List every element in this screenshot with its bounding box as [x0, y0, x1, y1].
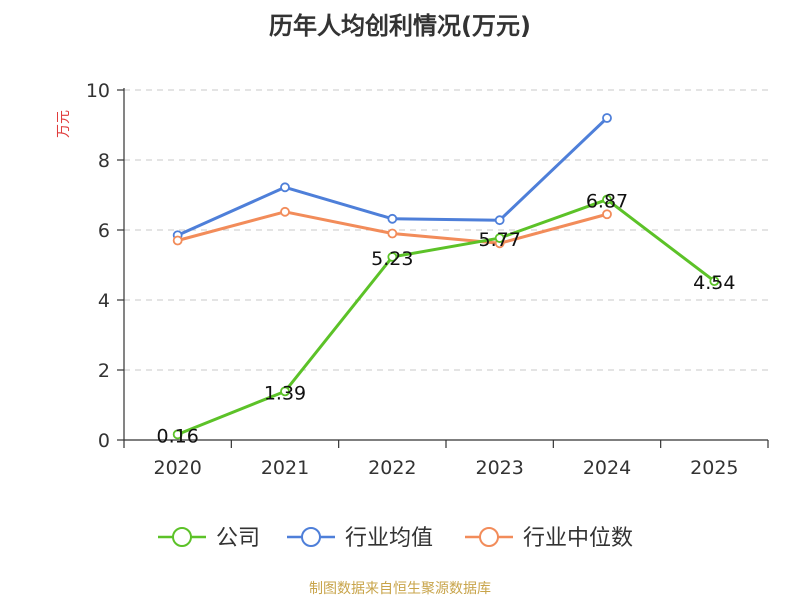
grid-lines: [124, 89, 768, 371]
data-label: 1.39: [264, 382, 306, 404]
data-point: [709, 276, 720, 287]
legend-label: 行业均值: [345, 526, 433, 551]
legend-label: 公司: [216, 526, 260, 551]
data-point: [602, 113, 612, 123]
data-point: [280, 386, 290, 397]
y-tick-label: 0: [98, 430, 110, 452]
data-point: [602, 194, 612, 205]
data-point: [280, 206, 290, 217]
data-labels: 0.16 1.39 5.23 5.77 6.87 4.54: [157, 191, 736, 448]
data-point: [280, 182, 290, 193]
y-tick-label: 8: [98, 150, 110, 172]
x-tick-label: 2024: [583, 457, 631, 479]
data-point: [494, 233, 505, 243]
data-point: [387, 228, 398, 239]
axes: 0 2 4 6 8 10 2020 2021 2022 2023 2024 2025: [86, 80, 769, 479]
data-label: 5.23: [371, 248, 413, 270]
legend-label: 行业中位数: [523, 526, 633, 551]
legend-item: 行业中位数: [465, 526, 633, 551]
x-tick-label: 2022: [368, 457, 416, 479]
y-tick-label: 10: [86, 80, 110, 102]
data-point: [602, 209, 612, 220]
x-tick-label: 2021: [261, 457, 309, 479]
x-tick-label: 2023: [475, 457, 523, 479]
series-1: [172, 113, 612, 241]
y-tick-label: 6: [98, 220, 110, 242]
series-line: [177, 198, 716, 436]
series-0: [172, 194, 720, 440]
source-note: 制图数据来自恒生聚源数据库: [309, 581, 491, 597]
chart-title: 历年人均创利情况(万元): [269, 12, 531, 40]
data-label: 6.87: [586, 191, 628, 213]
x-tick-label: 2025: [690, 457, 738, 479]
y-tick-label: 4: [98, 290, 110, 312]
data-point: [387, 213, 398, 224]
y-tick-label: 2: [98, 360, 110, 382]
data-point: [172, 429, 183, 440]
legend-marker: [479, 527, 499, 547]
data-label: 0.16: [157, 425, 199, 447]
legend-item: 公司: [158, 526, 260, 551]
y-axis-label: 万元: [56, 110, 72, 138]
series-2: [172, 206, 612, 249]
series-layer: [172, 113, 720, 440]
data-point: [494, 215, 505, 226]
legend-item: 行业均值: [287, 526, 433, 551]
data-label: 4.54: [693, 272, 735, 294]
legend: 公司 行业均值 行业中位数: [158, 526, 633, 551]
data-point: [172, 235, 183, 246]
legend-marker: [301, 527, 321, 547]
data-label: 5.77: [479, 229, 521, 251]
x-tick-label: 2020: [153, 457, 201, 479]
legend-marker: [172, 527, 192, 547]
data-point: [387, 252, 398, 262]
